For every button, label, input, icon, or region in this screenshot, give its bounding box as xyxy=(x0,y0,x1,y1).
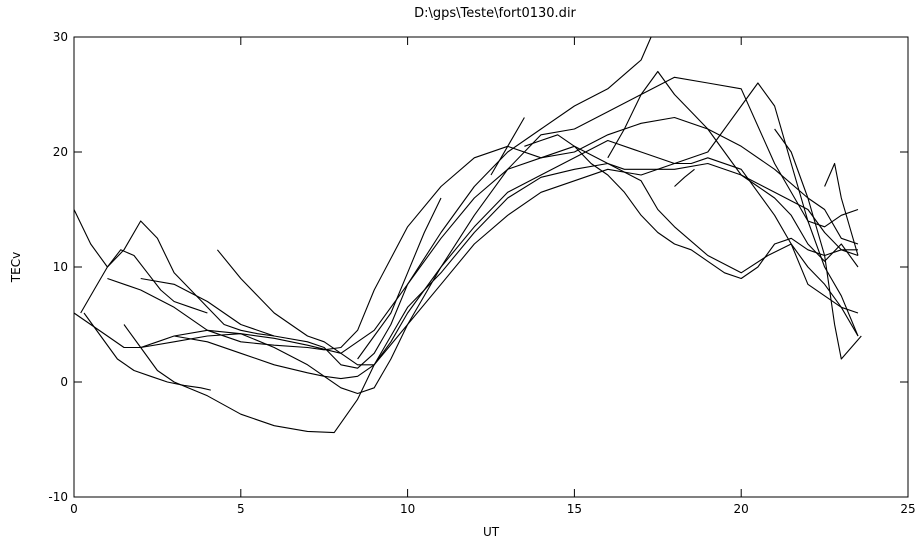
series-line-10 xyxy=(140,82,859,395)
y-axis: -10 0 10 20 30 xyxy=(48,30,908,504)
x-tick-label: 15 xyxy=(567,502,582,516)
y-axis-label: TECv xyxy=(9,252,23,283)
series-line-1 xyxy=(73,36,652,354)
y-tick-label: 30 xyxy=(53,30,68,44)
x-tick-label: 25 xyxy=(900,502,915,516)
series-line-12 xyxy=(524,134,858,280)
series-line-2 xyxy=(123,162,859,434)
series-group xyxy=(73,36,862,434)
series-line-14 xyxy=(490,117,525,176)
y-tick-label: 0 xyxy=(60,375,68,389)
series-line-5 xyxy=(73,209,275,337)
x-tick-label: 5 xyxy=(237,502,245,516)
x-tick-label: 20 xyxy=(734,502,749,516)
x-axis: 0 5 10 15 20 25 xyxy=(70,37,916,516)
series-line-6 xyxy=(216,76,859,366)
series-line-4 xyxy=(80,249,208,314)
x-axis-label: UT xyxy=(483,525,500,539)
y-tick-label: -10 xyxy=(48,490,68,504)
chart-title: D:\gps\Teste\fort0130.dir xyxy=(414,6,576,21)
x-tick-label: 0 xyxy=(70,502,78,516)
series-line-9 xyxy=(174,139,859,380)
series-line-3 xyxy=(83,312,211,391)
series-line-8 xyxy=(140,145,859,369)
y-tick-label: 10 xyxy=(53,260,68,274)
y-tick-label: 20 xyxy=(53,145,68,159)
x-tick-label: 10 xyxy=(400,502,415,516)
plot-frame xyxy=(73,36,909,498)
series-line-7 xyxy=(107,116,859,351)
series-line-16 xyxy=(824,162,859,256)
series-line-15 xyxy=(774,128,862,360)
series-line-13 xyxy=(357,197,442,360)
series-line-17 xyxy=(674,168,695,187)
